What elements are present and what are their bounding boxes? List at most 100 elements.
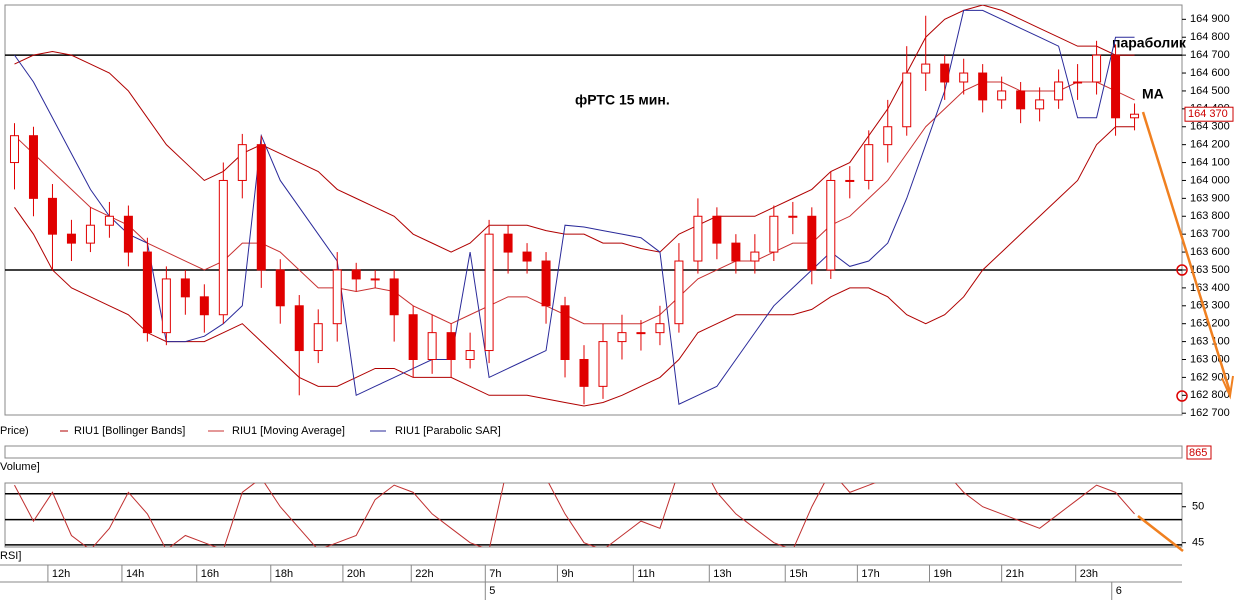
y-tick-label: 163 300 xyxy=(1190,300,1230,312)
rsi-line xyxy=(14,483,1135,547)
candle-body xyxy=(104,215,114,226)
candle-body xyxy=(541,260,551,307)
y-tick-label: 163 400 xyxy=(1190,282,1230,294)
y-tick-label: 164 700 xyxy=(1190,49,1230,61)
y-tick-label: 163 900 xyxy=(1190,192,1230,204)
y-tick-label: 164 800 xyxy=(1190,31,1230,43)
candle-body xyxy=(655,323,665,334)
x-tick-label: 21h xyxy=(1006,568,1024,580)
candle-body xyxy=(1016,90,1026,110)
y-tick-label: 163 600 xyxy=(1190,246,1230,258)
candle-body xyxy=(978,72,988,101)
candle-body xyxy=(313,323,323,352)
candle-body xyxy=(579,358,589,387)
candle-body xyxy=(674,260,684,325)
y-tick-label: 162 700 xyxy=(1190,407,1230,419)
candle-body xyxy=(199,296,209,316)
last-price-label: 164 370 xyxy=(1188,108,1228,120)
x-tick-label: 13h xyxy=(713,568,731,580)
candle-body xyxy=(332,269,342,325)
candle-body xyxy=(1130,113,1140,119)
candle-body xyxy=(864,144,874,181)
candle-body xyxy=(807,215,817,271)
y-tick-label: 163 800 xyxy=(1190,210,1230,222)
annotation: MA xyxy=(1142,86,1164,102)
candle-body xyxy=(370,278,380,281)
y-tick-label: 163 000 xyxy=(1190,353,1230,365)
candle-body xyxy=(294,305,304,352)
candle-body xyxy=(598,341,608,387)
candle-body xyxy=(750,251,760,262)
candle-body xyxy=(142,251,152,334)
candle-body xyxy=(85,224,95,244)
candle-body xyxy=(465,350,475,360)
arrow-head xyxy=(1221,375,1234,400)
candle-body xyxy=(560,305,570,360)
candle-body xyxy=(902,72,912,128)
y-tick-label: 164 600 xyxy=(1190,67,1230,79)
candle-body xyxy=(845,179,855,182)
y-tick-label: 164 200 xyxy=(1190,139,1230,151)
x-tick-label: 7h xyxy=(489,568,501,580)
panel-label: Volume] xyxy=(0,461,40,473)
volume-panel xyxy=(4,445,1183,459)
candle-body xyxy=(712,215,722,244)
arrow xyxy=(1137,515,1184,552)
candle-body xyxy=(237,144,247,181)
candle-body xyxy=(28,135,38,199)
main-panel xyxy=(4,4,1183,416)
y-tick-label: 163 100 xyxy=(1190,336,1230,348)
x-tick-label: 17h xyxy=(861,568,879,580)
y-tick-label: 164 300 xyxy=(1190,121,1230,133)
candle-body xyxy=(940,63,950,83)
y-tick-label: 163 500 xyxy=(1190,264,1230,276)
candle-body xyxy=(66,233,76,244)
candle-body xyxy=(180,278,190,298)
candle-body xyxy=(997,90,1007,101)
candle-body xyxy=(389,278,399,316)
candle-body xyxy=(9,135,19,164)
x-tick-label: 12h xyxy=(52,568,70,580)
rsi-tick-label: 50 xyxy=(1192,501,1204,513)
date-tick-label: 6 xyxy=(1116,585,1122,597)
legend-label: RIU1 [Parabolic SAR] xyxy=(395,425,501,437)
candle-body xyxy=(123,215,133,253)
annotation: параболик xyxy=(1112,35,1187,51)
candle-body xyxy=(47,197,57,235)
x-tick-label: 19h xyxy=(934,568,952,580)
candle-body xyxy=(1035,99,1045,110)
legend-label: RIU1 [Bollinger Bands] xyxy=(74,425,185,437)
candle-body xyxy=(218,179,228,316)
y-tick-label: 162 900 xyxy=(1190,371,1230,383)
marker-circle xyxy=(1176,264,1188,276)
x-tick-label: 14h xyxy=(126,568,144,580)
candle-body xyxy=(883,126,893,146)
legend-label: Price) xyxy=(0,425,29,437)
candle-body xyxy=(256,144,266,271)
x-tick-label: 20h xyxy=(347,568,365,580)
candle-body xyxy=(351,269,361,280)
candle-body xyxy=(769,215,779,253)
candle-body xyxy=(503,233,513,253)
x-tick-label: 11h xyxy=(637,568,655,580)
candle-body xyxy=(275,269,285,307)
y-tick-label: 164 500 xyxy=(1190,85,1230,97)
candle-body xyxy=(1092,54,1102,83)
candle-body xyxy=(446,332,456,360)
candle-body xyxy=(788,215,798,218)
x-tick-label: 18h xyxy=(275,568,293,580)
marker-circle xyxy=(1176,390,1188,402)
legend-label: RIU1 [Moving Average] xyxy=(232,425,345,437)
candle-body xyxy=(1111,54,1121,119)
y-tick-label: 164 900 xyxy=(1190,13,1230,25)
candle-body xyxy=(921,63,931,74)
y-tick-label: 164 100 xyxy=(1190,156,1230,168)
y-tick-label: 162 800 xyxy=(1190,389,1230,401)
annotation: фРТС 15 мин. xyxy=(575,92,670,108)
candle-body xyxy=(959,72,969,83)
x-tick-label: 16h xyxy=(201,568,219,580)
date-tick-label: 5 xyxy=(489,585,495,597)
candle-body xyxy=(731,242,741,262)
bollinger-lower xyxy=(14,126,1135,407)
